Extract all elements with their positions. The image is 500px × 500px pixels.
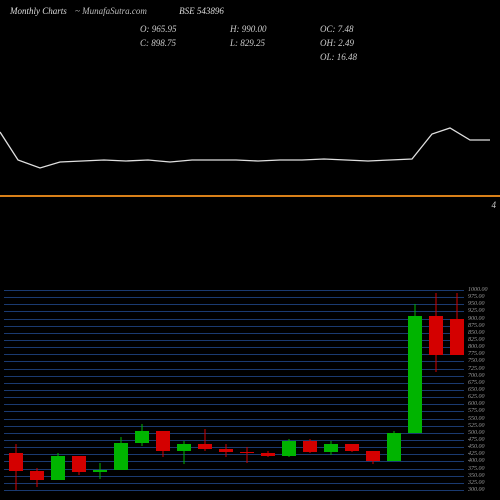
candle — [387, 290, 401, 490]
chart-divider — [0, 195, 500, 197]
candle — [9, 290, 23, 490]
high-value: 990.00 — [242, 24, 267, 34]
ohlc-summary: O: 965.95 H: 990.00 OC: 7.48 C: 898.75 L… — [140, 22, 410, 64]
candlestick-chart — [4, 290, 464, 490]
y-axis-tick: 600.00 — [468, 401, 485, 407]
y-axis-tick: 325.00 — [468, 480, 485, 486]
y-axis-tick: 800.00 — [468, 344, 485, 350]
y-axis-tick: 350.00 — [468, 473, 485, 479]
y-axis-tick: 675.00 — [468, 380, 485, 386]
candle — [450, 290, 464, 490]
candle — [408, 290, 422, 490]
y-axis-tick: 725.00 — [468, 366, 485, 372]
oc-value: 7.48 — [338, 24, 354, 34]
y-axis-tick: 500.00 — [468, 430, 485, 436]
y-axis-tick: 925.00 — [468, 308, 485, 314]
candle — [93, 290, 107, 490]
divider-label: 4 — [492, 200, 497, 210]
y-axis-tick: 975.00 — [468, 294, 485, 300]
y-axis-tick: 425.00 — [468, 451, 485, 457]
candle — [198, 290, 212, 490]
low-label: L: — [230, 38, 238, 48]
candle — [156, 290, 170, 490]
y-axis-tick: 650.00 — [468, 387, 485, 393]
y-axis-tick: 750.00 — [468, 358, 485, 364]
y-axis-tick: 575.00 — [468, 408, 485, 414]
y-axis-tick: 850.00 — [468, 330, 485, 336]
y-axis-tick: 375.00 — [468, 466, 485, 472]
chart-source: ~ MunafaSutra.com — [75, 6, 147, 16]
low-value: 829.25 — [240, 38, 265, 48]
candle — [324, 290, 338, 490]
y-axis-tick: 1000.00 — [468, 287, 488, 293]
oc-label: OC: — [320, 24, 336, 34]
y-axis-tick: 775.00 — [468, 351, 485, 357]
y-axis-tick: 550.00 — [468, 416, 485, 422]
chart-code: BSE 543896 — [179, 6, 224, 16]
y-axis-tick: 525.00 — [468, 423, 485, 429]
candle — [303, 290, 317, 490]
y-axis-tick: 625.00 — [468, 394, 485, 400]
y-axis-tick: 475.00 — [468, 437, 485, 443]
candle — [114, 290, 128, 490]
candle — [177, 290, 191, 490]
y-axis-labels: 300.00325.00350.00375.00 400.00425.00450.… — [468, 290, 498, 490]
y-axis-tick: 825.00 — [468, 337, 485, 343]
candle — [219, 290, 233, 490]
chart-title: Monthly Charts — [10, 6, 67, 16]
candle — [261, 290, 275, 490]
candle — [135, 290, 149, 490]
candle — [51, 290, 65, 490]
oh-value: 2.49 — [338, 38, 354, 48]
close-value: 898.75 — [151, 38, 176, 48]
y-axis-tick: 450.00 — [468, 444, 485, 450]
high-label: H: — [230, 24, 240, 34]
open-value: 965.95 — [152, 24, 177, 34]
candle — [429, 290, 443, 490]
y-axis-tick: 900.00 — [468, 316, 485, 322]
line-chart — [0, 60, 490, 190]
candle — [30, 290, 44, 490]
y-axis-tick: 875.00 — [468, 323, 485, 329]
y-axis-tick: 300.00 — [468, 487, 485, 493]
candle — [282, 290, 296, 490]
open-label: O: — [140, 24, 150, 34]
y-axis-tick: 950.00 — [468, 301, 485, 307]
candle — [240, 290, 254, 490]
y-axis-tick: 400.00 — [468, 458, 485, 464]
chart-header: Monthly Charts ~ MunafaSutra.com BSE 543… — [10, 6, 490, 16]
close-label: C: — [140, 38, 149, 48]
oh-label: OH: — [320, 38, 336, 48]
candle — [345, 290, 359, 490]
candle — [366, 290, 380, 490]
candle — [72, 290, 86, 490]
y-axis-tick: 700.00 — [468, 373, 485, 379]
